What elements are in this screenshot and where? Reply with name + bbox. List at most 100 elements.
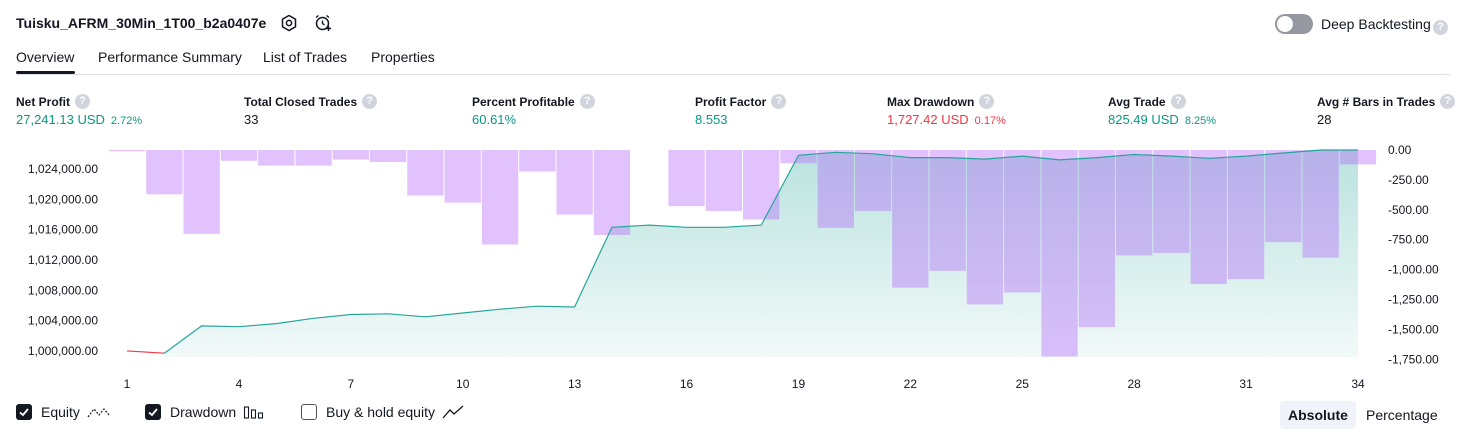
max-drawdown-help-icon[interactable]: ? <box>979 94 995 109</box>
left-axis-tick-label: 1,004,000.00 <box>28 314 98 328</box>
tab-performance-summary[interactable]: Performance Summary <box>98 49 242 65</box>
net-profit-percent: 2.72% <box>110 115 143 127</box>
x-axis-tick-label: 31 <box>1239 377 1253 391</box>
max-drawdown-percent: 0.17% <box>974 115 1006 127</box>
total-closed-trades-help-icon[interactable]: ? <box>362 94 378 109</box>
avg-bars-value: 28 <box>1317 112 1332 127</box>
drawdown-bar <box>481 150 519 245</box>
right-axis-tick-label: -750.00 <box>1388 233 1429 247</box>
equity-drawdown-chart[interactable]: 1,000,000.00 1,004,000.00 1,008,000.00 1,01… <box>0 140 1466 400</box>
drawdown-bar <box>556 150 593 215</box>
drawdown-bar <box>1227 150 1265 280</box>
legend-buy-hold-equity[interactable]: Buy & hold equity <box>301 404 464 420</box>
right-axis-tick-label: -1,750.00 <box>1388 352 1439 366</box>
stat-percent-profitable: Percent Profitable? 60.61% <box>472 94 595 127</box>
buy-hold-checkbox[interactable] <box>301 404 317 420</box>
strategy-title: Tuisku_AFRM_30Min_1T00_b2a0407e <box>16 15 267 31</box>
add-alert-clock-icon[interactable] <box>313 13 333 33</box>
percent-profitable-value: 60.61% <box>472 112 517 127</box>
drawdown-bar <box>258 150 295 166</box>
drawdown-bar <box>146 150 183 195</box>
deep-backtesting-toggle[interactable] <box>1275 14 1313 34</box>
x-axis-tick-label: 22 <box>904 377 918 391</box>
drawdown-bar <box>295 150 332 166</box>
right-axis-tick-label: -500.00 <box>1388 203 1429 217</box>
drawdown-bar <box>407 150 444 196</box>
drawdown-bar <box>668 150 705 207</box>
legend-drawdown[interactable]: Drawdown <box>145 404 265 420</box>
drawdown-bar <box>817 150 854 228</box>
equity-checkbox[interactable] <box>16 404 32 420</box>
stat-max-drawdown: Max Drawdown? 1,727.42 USD 0.17% <box>887 94 1006 127</box>
drawdown-bar <box>705 150 742 211</box>
drawdown-bar <box>854 150 892 211</box>
drawdown-bar <box>332 150 369 160</box>
avg-trade-value: 825.49 USD <box>1108 112 1179 127</box>
left-axis-tick-label: 1,000,000.00 <box>28 344 98 358</box>
stat-label: Avg Trade <box>1108 94 1166 109</box>
avg-bars-help-icon[interactable]: ? <box>1440 94 1456 109</box>
right-axis-tick-label: -250.00 <box>1388 173 1429 187</box>
deep-backtesting-help-icon[interactable]: ? <box>1433 20 1448 35</box>
absolute-button[interactable]: Absolute <box>1280 401 1356 429</box>
stat-label: Total Closed Trades <box>244 94 358 109</box>
x-axis-tick-label: 13 <box>568 377 582 391</box>
x-axis-tick-label: 28 <box>1128 377 1142 391</box>
x-axis-tick-label: 1 <box>124 377 131 391</box>
x-axis-tick-label: 19 <box>792 377 806 391</box>
drawdown-bar <box>743 150 780 220</box>
avg-trade-help-icon[interactable]: ? <box>1170 94 1186 109</box>
drawdown-bar <box>1339 150 1377 165</box>
max-drawdown-value: 1,727.42 USD <box>887 112 969 127</box>
profit-factor-help-icon[interactable]: ? <box>771 94 787 109</box>
drawdown-bar <box>220 150 258 161</box>
drawdown-bar <box>929 150 966 271</box>
drawdown-bar <box>444 150 481 203</box>
tab-divider <box>16 74 1450 75</box>
tab-list-of-trades[interactable]: List of Trades <box>263 49 348 65</box>
percentage-button[interactable]: Percentage <box>1366 407 1438 423</box>
drawdown-bar <box>1190 150 1227 284</box>
buy-hold-line-icon <box>442 405 464 419</box>
stat-label: Avg # Bars in Trades <box>1317 94 1436 109</box>
drawdown-bar <box>1041 150 1078 357</box>
right-axis-tick-label: -1,250.00 <box>1388 293 1439 307</box>
equity-area <box>164 150 1358 357</box>
drawdown-bar <box>966 150 1004 305</box>
x-axis-tick-label: 16 <box>680 377 694 391</box>
total-closed-trades-value: 33 <box>244 112 259 127</box>
net-profit-help-icon[interactable]: ? <box>75 94 90 109</box>
stat-label: Percent Profitable <box>472 94 575 109</box>
right-axis-tick-label: -1,500.00 <box>1388 322 1439 336</box>
stat-total-closed-trades: Total Closed Trades? 33 <box>244 94 378 127</box>
drawdown-bar <box>1004 150 1041 293</box>
drawdown-bar <box>1116 150 1153 256</box>
stat-label: Net Profit <box>16 94 70 109</box>
left-axis-tick-label: 1,020,000.00 <box>28 192 98 206</box>
x-axis-tick-label: 25 <box>1016 377 1030 391</box>
drawdown-label: Drawdown <box>170 404 237 420</box>
drawdown-bar <box>1265 150 1302 243</box>
net-profit-value: 27,241.13 USD <box>16 112 105 127</box>
buy-hold-label: Buy & hold equity <box>326 404 435 420</box>
x-axis-tick-label: 7 <box>347 377 354 391</box>
stat-label: Profit Factor <box>695 94 767 109</box>
tab-overview[interactable]: Overview <box>16 49 75 65</box>
avg-trade-percent: 8.25% <box>1184 115 1217 127</box>
drawdown-bar <box>183 150 220 234</box>
percent-profitable-help-icon[interactable]: ? <box>579 94 595 109</box>
x-axis-tick-label: 34 <box>1351 377 1365 391</box>
active-tab-indicator <box>16 71 75 74</box>
left-axis-tick-label: 1,012,000.00 <box>28 253 98 267</box>
drawdown-bar <box>593 150 631 235</box>
equity-label: Equity <box>41 404 80 420</box>
equity-line-negative <box>126 350 165 354</box>
x-axis-tick-label: 4 <box>236 377 243 391</box>
settings-gear-icon[interactable] <box>279 13 299 33</box>
drawdown-bar <box>108 150 146 152</box>
drawdown-bar <box>1302 150 1339 258</box>
legend-equity[interactable]: Equity <box>16 404 111 420</box>
tab-properties[interactable]: Properties <box>371 49 435 65</box>
drawdown-checkbox[interactable] <box>145 404 161 420</box>
right-axis-tick-label: 0.00 <box>1388 143 1412 157</box>
